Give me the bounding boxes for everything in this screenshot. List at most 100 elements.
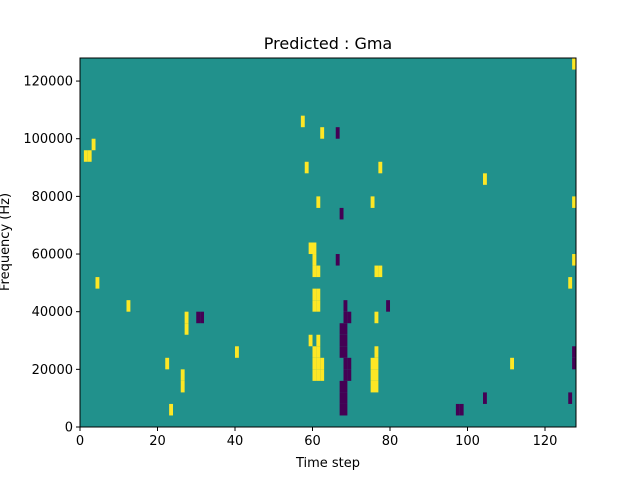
chart-title: Predicted : Gma <box>264 34 392 53</box>
heatmap-cell <box>320 369 325 381</box>
heatmap-cell <box>304 161 309 174</box>
y-tick-label: 20000 <box>32 363 73 378</box>
heatmap-cell <box>180 380 185 393</box>
heatmap-cell <box>378 265 383 278</box>
heatmap-cell <box>343 346 348 358</box>
heatmap-cell <box>374 265 379 278</box>
heatmap-cell <box>374 380 379 393</box>
heatmap-cell <box>370 357 375 370</box>
x-tick-label: 40 <box>227 434 244 449</box>
heatmap-cell <box>126 300 131 312</box>
heatmap-cell <box>339 392 344 404</box>
x-tick-label: 80 <box>382 434 399 449</box>
plot-frame <box>79 57 577 428</box>
heatmap-cell <box>87 150 92 162</box>
heatmap-cell <box>572 254 577 266</box>
plot-background <box>80 58 576 427</box>
heatmap-cell <box>374 357 379 370</box>
heatmap-cell <box>312 300 317 312</box>
heatmap-cell <box>320 357 325 370</box>
heatmap-cell <box>339 334 344 347</box>
heatmap-cell <box>455 403 460 416</box>
heatmap-cell <box>374 346 379 358</box>
heatmap-cell <box>316 265 321 278</box>
heatmap-cell <box>572 58 577 70</box>
heatmap-cell <box>378 161 383 174</box>
x-tick-label: 60 <box>304 434 321 449</box>
heatmap-cell <box>343 369 348 381</box>
heatmap-cell <box>343 357 348 370</box>
heatmap-cell <box>343 300 348 312</box>
heatmap-cell <box>316 300 321 312</box>
heatmap-cell <box>316 196 321 208</box>
heatmap-cell <box>316 346 321 358</box>
x-tick-label: 100 <box>455 434 480 449</box>
heatmap-cell <box>343 334 348 347</box>
heatmap-cell <box>335 127 340 139</box>
heatmap-cell <box>343 380 348 393</box>
heatmap-cell <box>316 288 321 301</box>
heatmap-cell <box>196 311 201 324</box>
y-tick-label: 100000 <box>23 132 73 147</box>
heatmap-cell <box>343 311 348 324</box>
heatmap-cell <box>572 196 577 208</box>
x-tick-label: 0 <box>76 434 84 449</box>
heatmap-cells <box>83 58 577 416</box>
heatmap-cell <box>335 254 340 266</box>
x-tick-label: 120 <box>533 434 558 449</box>
y-tick-label: 120000 <box>23 75 73 90</box>
heatmap-cell <box>343 403 348 416</box>
heatmap-cell <box>370 369 375 381</box>
y-axis-label: Frequency (Hz) <box>0 193 13 291</box>
heatmap-cell <box>180 369 185 381</box>
heatmap-cell <box>343 392 348 404</box>
heatmap-cell <box>339 346 344 358</box>
heatmap-cell <box>386 300 391 312</box>
heatmap-cell <box>165 357 170 370</box>
heatmap-cell <box>312 254 317 266</box>
heatmap-cell <box>169 403 174 416</box>
y-tick-label: 60000 <box>32 248 73 263</box>
heatmap-cell <box>568 392 573 404</box>
heatmap-cell <box>308 334 313 347</box>
heatmap-cell <box>568 277 573 289</box>
heatmap-cell <box>572 346 577 358</box>
heatmap-cell <box>339 323 344 335</box>
heatmap-cell <box>510 357 515 370</box>
x-tick-label: 20 <box>149 434 166 449</box>
heatmap-cell <box>316 334 321 347</box>
heatmap-cell <box>374 369 379 381</box>
heatmap-cell <box>184 311 189 324</box>
plot-area <box>79 57 577 428</box>
heatmap-cell <box>91 138 96 151</box>
y-axis: 0 20000 40000 60000 80000 100000 120000 <box>23 75 80 436</box>
heatmap-cell <box>343 323 348 335</box>
heatmap-cell <box>347 311 352 324</box>
heatmap-cell <box>312 357 317 370</box>
heatmap-cell <box>347 357 352 370</box>
heatmap-cell <box>370 380 375 393</box>
heatmap-cell <box>316 357 321 370</box>
heatmap-cell <box>339 380 344 393</box>
heatmap-cell <box>312 265 317 278</box>
heatmap-cell <box>316 369 321 381</box>
heatmap-cell <box>320 127 325 139</box>
heatmap-cell <box>370 196 375 208</box>
heatmap-cell <box>95 277 100 289</box>
y-tick-label: 40000 <box>32 305 73 320</box>
heatmap-cell <box>339 207 344 220</box>
heatmap-cell <box>235 346 239 358</box>
heatmap-cell <box>483 173 487 185</box>
heatmap-cell <box>300 115 305 128</box>
x-axis-label: Time step <box>295 456 360 471</box>
heatmap-cell <box>347 369 352 381</box>
heatmap-cell <box>312 242 317 255</box>
heatmap-cell <box>184 323 189 335</box>
heatmap-cell <box>483 392 487 404</box>
heatmap-cell <box>459 403 464 416</box>
heatmap-cell <box>312 346 317 358</box>
heatmap-cell <box>308 242 313 255</box>
y-tick-label: 80000 <box>32 190 73 205</box>
heatmap-cell <box>339 403 344 416</box>
heatmap-cell <box>312 369 317 381</box>
